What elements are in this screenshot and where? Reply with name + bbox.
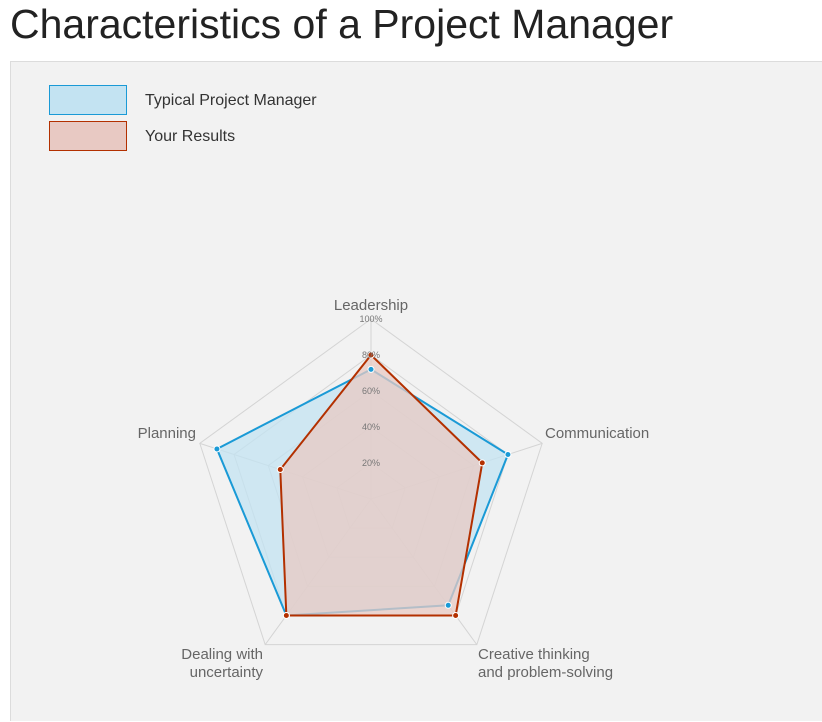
page-title: Characteristics of a Project Manager <box>10 1 674 47</box>
grid-ring-5 <box>199 318 543 646</box>
tick-label-5: 100% <box>359 314 382 324</box>
axis-label-2-0: Creative thinking <box>478 646 590 663</box>
axis-label-2-1: and problem-solving <box>478 664 613 681</box>
series-0-point-2 <box>444 601 452 609</box>
series-0-point-0 <box>367 365 375 373</box>
tick-label-4: 80% <box>362 350 380 360</box>
tick-label-1: 20% <box>362 458 380 468</box>
series-1-point-2 <box>452 611 460 619</box>
chart-panel: 20% 40% 60% 80% 100% Leadership Communication C… <box>10 61 822 721</box>
series-area-1 <box>279 353 484 617</box>
series-0-point-4 <box>213 445 221 453</box>
legend-swatch-your-results <box>49 121 127 151</box>
tick-label-3: 60% <box>362 386 380 396</box>
axis-label-3-0: Dealing with <box>181 646 263 663</box>
series-0-point-1 <box>504 451 512 459</box>
radar-chart: 20% 40% 60% 80% 100%Leadership Communication C… <box>138 297 650 681</box>
series-1-point-4 <box>276 466 284 474</box>
series-1-point-0 <box>367 351 375 359</box>
legend-label-your-results: Your Results <box>145 128 236 145</box>
legend-swatch-typical <box>49 85 127 115</box>
tick-label-2: 40% <box>362 422 380 432</box>
axis-label-4-0: Planning <box>138 425 196 442</box>
series-1-point-3 <box>282 611 290 619</box>
axis-label-0-0: Leadership <box>334 297 408 314</box>
legend-label-typical: Typical Project Manager <box>145 92 317 109</box>
axis-label-3-1: uncertainty <box>190 664 264 681</box>
axis-label-1-0: Communication <box>545 425 649 442</box>
series-1-point-1 <box>478 459 486 467</box>
